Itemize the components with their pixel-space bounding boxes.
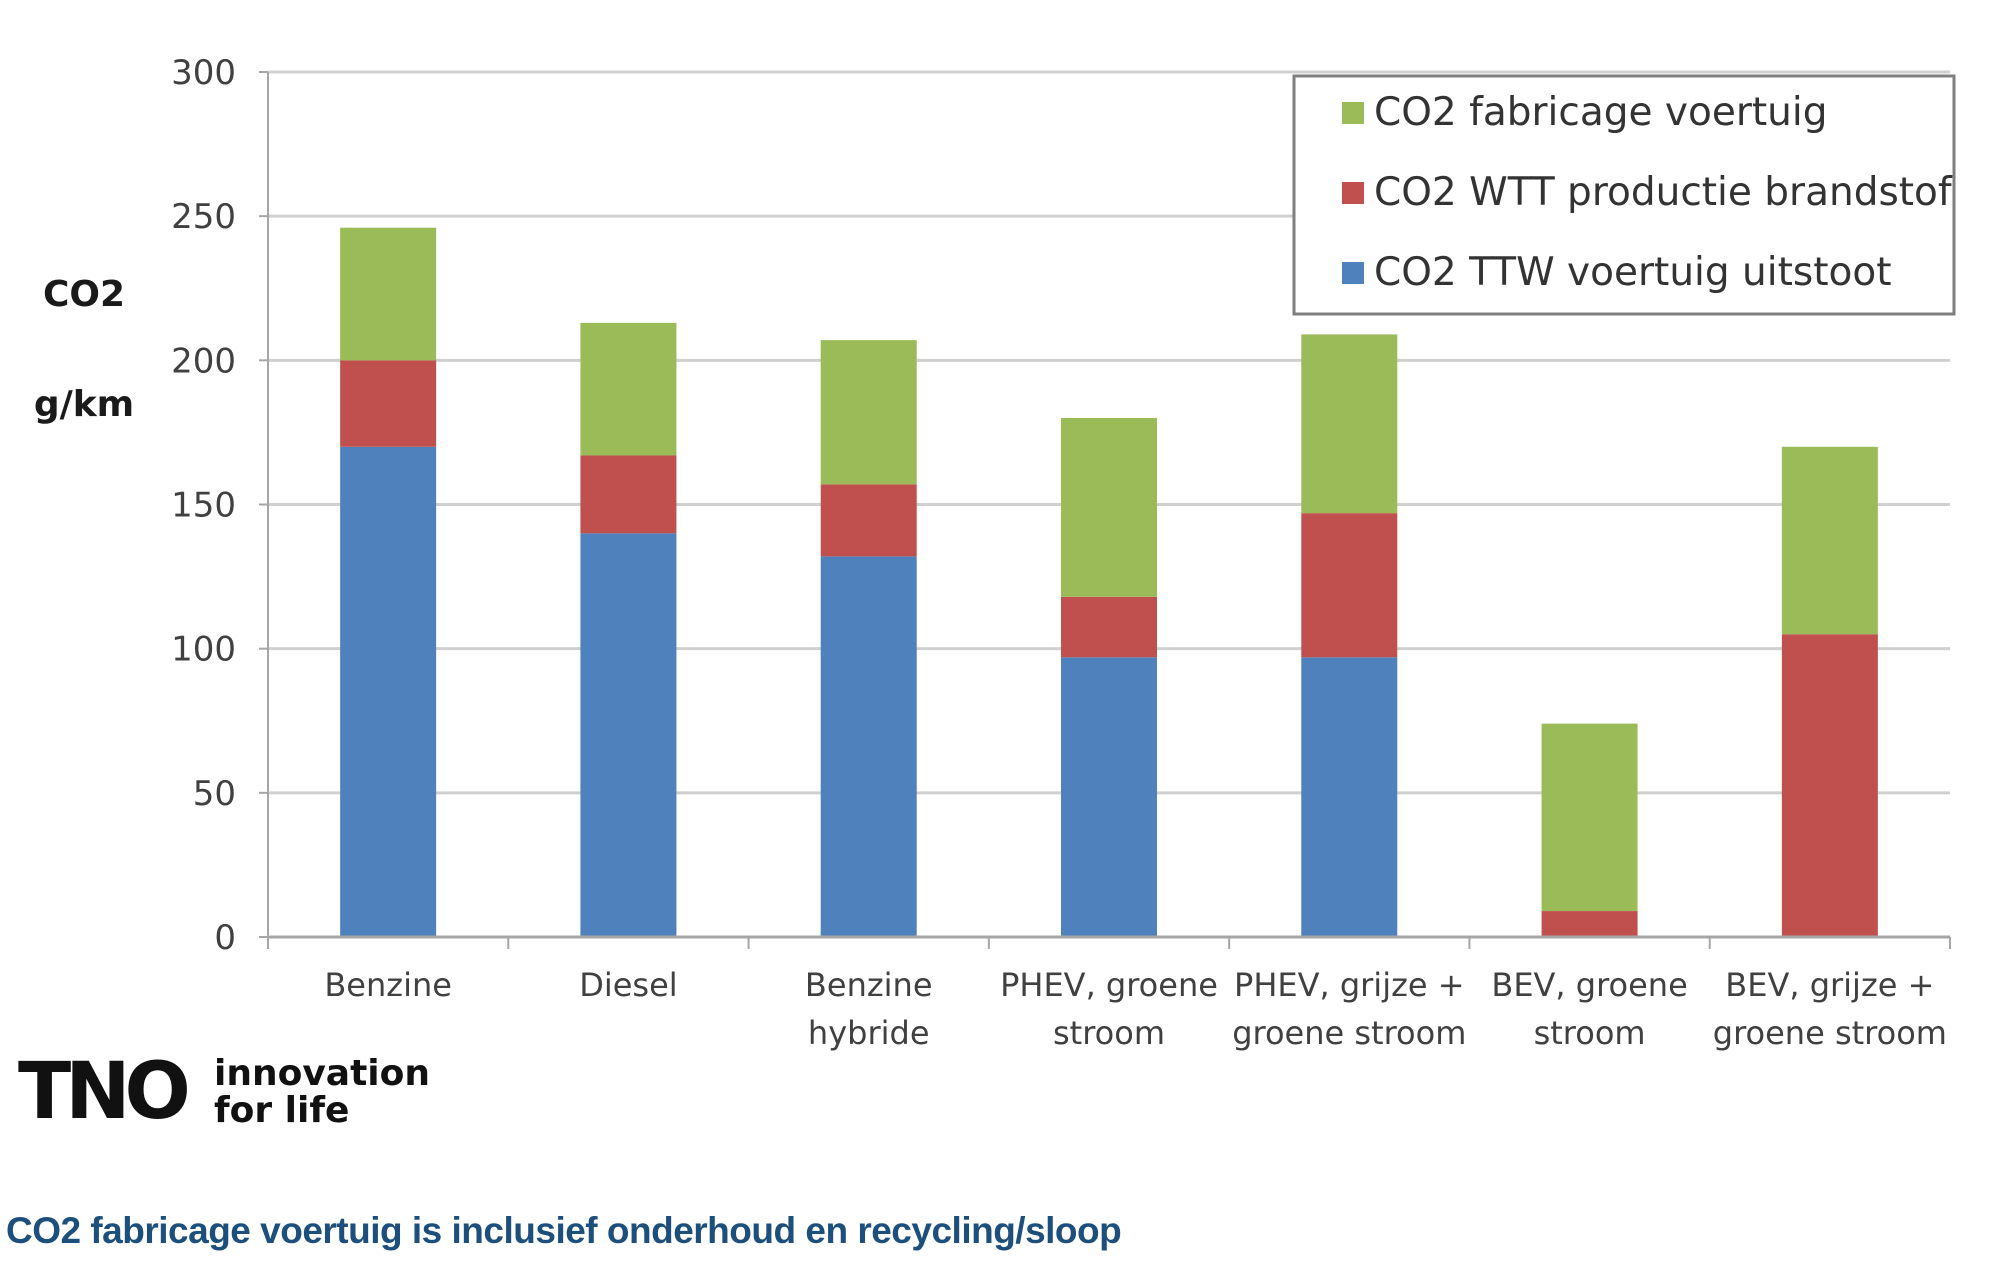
legend-label: CO2 TTW voertuig uitstoot [1374, 250, 1892, 295]
bar-segment [340, 446, 437, 937]
category-label: PHEV, grijze + [1234, 966, 1465, 1004]
y-axis-label-line: CO2 [43, 274, 125, 315]
category-label: BEV, grijze + [1725, 966, 1934, 1004]
y-tick-label: 0 [214, 918, 236, 958]
y-tick-label: 150 [171, 486, 236, 526]
category-label: Diesel [579, 966, 677, 1004]
y-tick-label: 100 [171, 630, 236, 670]
category-label: Benzine [324, 966, 452, 1004]
legend-label: CO2 fabricage voertuig [1374, 90, 1827, 135]
tno-logo-tagline: for life [214, 1090, 349, 1131]
bar-segment [1301, 334, 1398, 514]
bar-segment [1061, 596, 1157, 658]
bar-segment [820, 484, 917, 557]
bar-segment [1781, 634, 1878, 937]
bar-segment [580, 455, 677, 534]
category-label: PHEV, groene [1000, 966, 1218, 1004]
bar-segment [1061, 657, 1157, 937]
y-axis-label: CO2 g/km [34, 274, 134, 425]
legend-box [1292, 74, 1956, 316]
legend-swatch [1342, 182, 1364, 204]
bar-segment [1301, 513, 1398, 658]
category-label: BEV, groene [1491, 966, 1687, 1004]
bar-segment [1781, 446, 1878, 635]
bar-segment [820, 556, 917, 937]
bar-segment [580, 322, 677, 456]
x-axis [267, 935, 1951, 949]
bars [340, 227, 1878, 937]
category-labels: Benzine Diesel Benzine hybride PHEV, groene s… [324, 966, 1947, 1052]
category-label: groene stroom [1232, 1014, 1466, 1052]
y-tick-label: 200 [171, 341, 236, 381]
y-axis-ticks: 0 50 100 150 200 250 300 [171, 53, 269, 958]
bar-segment [1541, 723, 1638, 912]
category-label: stroom [1534, 1014, 1646, 1052]
legend-label: CO2 WTT productie brandstof [1374, 170, 1953, 215]
category-label: hybride [808, 1014, 930, 1052]
legend-swatch [1342, 262, 1364, 284]
category-label: stroom [1053, 1014, 1165, 1052]
legend-swatch [1342, 102, 1364, 124]
y-tick-label: 300 [171, 53, 236, 93]
category-label: groene stroom [1713, 1014, 1947, 1052]
bar-segment [1301, 657, 1398, 937]
y-tick-label: 250 [171, 197, 236, 237]
category-label: Benzine [805, 966, 933, 1004]
tno-logo-mark: TNO [18, 1047, 187, 1137]
bar-segment [820, 340, 917, 485]
tno-logo-tagline: innovation [214, 1053, 430, 1094]
bar-segment [580, 533, 677, 937]
bar-segment [340, 360, 437, 447]
bar-segment [340, 227, 437, 361]
y-tick-label: 50 [193, 774, 236, 814]
y-axis-label-line: g/km [34, 384, 134, 425]
footnote: CO2 fabricage voertuig is inclusief onde… [6, 1210, 1122, 1251]
bar-segment [1061, 418, 1157, 597]
bar-segment [1541, 911, 1638, 937]
legend: CO2 fabricage voertuig CO2 WTT productie … [1292, 74, 1956, 316]
